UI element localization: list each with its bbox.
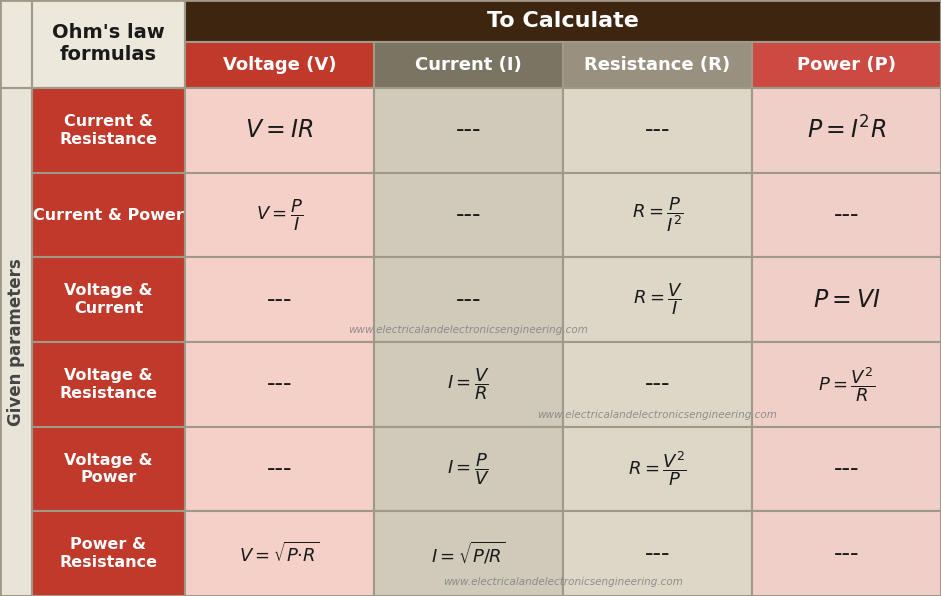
Text: Power &
Resistance: Power & Resistance — [59, 538, 157, 570]
Bar — [374, 42, 563, 88]
Bar — [563, 88, 752, 173]
Bar — [374, 88, 563, 173]
Text: Voltage (V): Voltage (V) — [223, 56, 336, 74]
Text: $R = \dfrac{P}{I^{2}}$: $R = \dfrac{P}{I^{2}}$ — [631, 195, 683, 234]
Bar — [563, 173, 752, 257]
Text: $P = VI$: $P = VI$ — [813, 288, 881, 312]
Bar — [185, 427, 374, 511]
Bar — [752, 173, 941, 257]
Bar — [374, 173, 563, 257]
Bar — [185, 342, 374, 427]
Text: ---: --- — [645, 119, 670, 142]
Bar — [374, 511, 563, 596]
Text: To Calculate: To Calculate — [487, 11, 639, 31]
Bar — [563, 257, 752, 342]
Text: ---: --- — [645, 372, 670, 396]
Bar — [0, 88, 32, 596]
Bar — [185, 511, 374, 596]
Bar — [752, 511, 941, 596]
Bar — [752, 257, 941, 342]
Bar — [32, 427, 185, 511]
Bar — [32, 0, 185, 88]
Text: $R = \dfrac{V^{2}}{P}$: $R = \dfrac{V^{2}}{P}$ — [629, 449, 687, 488]
Bar — [32, 511, 185, 596]
Text: ---: --- — [266, 288, 293, 312]
Text: $R = \dfrac{V}{I}$: $R = \dfrac{V}{I}$ — [632, 282, 682, 318]
Text: www.electricalandelectronicsengineering.com: www.electricalandelectronicsengineering.… — [537, 409, 777, 420]
Bar — [185, 0, 941, 42]
Text: $I = \sqrt{P/R}$: $I = \sqrt{P/R}$ — [431, 541, 506, 567]
Bar — [185, 173, 374, 257]
Text: $I = \dfrac{P}{V}$: $I = \dfrac{P}{V}$ — [447, 451, 490, 487]
Bar — [185, 42, 374, 88]
Text: ---: --- — [266, 372, 293, 396]
Bar — [752, 342, 941, 427]
Bar — [374, 342, 563, 427]
Text: ---: --- — [455, 119, 481, 142]
Text: ---: --- — [266, 457, 293, 481]
Text: Current &
Resistance: Current & Resistance — [59, 114, 157, 147]
Text: ---: --- — [834, 542, 859, 566]
Bar — [752, 427, 941, 511]
Bar — [32, 173, 185, 257]
Text: Ohm's law
formulas: Ohm's law formulas — [52, 23, 165, 64]
Text: ---: --- — [834, 203, 859, 227]
Bar — [563, 511, 752, 596]
Bar — [563, 342, 752, 427]
Text: Given parameters: Given parameters — [7, 258, 25, 426]
Bar — [32, 88, 185, 173]
Text: www.electricalandelectronicsengineering.com: www.electricalandelectronicsengineering.… — [443, 577, 683, 587]
Text: $V = IR$: $V = IR$ — [246, 119, 313, 142]
Text: Voltage &
Power: Voltage & Power — [64, 453, 152, 485]
Text: ---: --- — [645, 542, 670, 566]
Text: Current (I): Current (I) — [415, 56, 522, 74]
Bar — [32, 257, 185, 342]
Text: www.electricalandelectronicsengineering.com: www.electricalandelectronicsengineering.… — [348, 325, 588, 335]
Text: Resistance (R): Resistance (R) — [584, 56, 730, 74]
Text: $P = I^{2}R$: $P = I^{2}R$ — [806, 117, 886, 144]
Bar — [185, 257, 374, 342]
Text: ---: --- — [834, 457, 859, 481]
Text: Voltage &
Current: Voltage & Current — [64, 284, 152, 316]
Text: $I = \dfrac{V}{R}$: $I = \dfrac{V}{R}$ — [447, 367, 490, 402]
Bar — [374, 427, 563, 511]
Bar — [563, 427, 752, 511]
Text: $V = \sqrt{P{\cdot}R}$: $V = \sqrt{P{\cdot}R}$ — [239, 542, 320, 566]
Text: ---: --- — [455, 203, 481, 227]
Bar — [752, 88, 941, 173]
Bar — [752, 42, 941, 88]
Bar — [563, 42, 752, 88]
Bar — [374, 257, 563, 342]
Text: Voltage &
Resistance: Voltage & Resistance — [59, 368, 157, 401]
Text: $V = \dfrac{P}{I}$: $V = \dfrac{P}{I}$ — [256, 197, 303, 233]
Text: ---: --- — [455, 288, 481, 312]
Text: Power (P): Power (P) — [797, 56, 896, 74]
Bar — [185, 88, 374, 173]
Text: $P = \dfrac{V^{2}}{R}$: $P = \dfrac{V^{2}}{R}$ — [818, 365, 875, 403]
Bar — [32, 342, 185, 427]
Text: Current & Power: Current & Power — [33, 207, 183, 222]
